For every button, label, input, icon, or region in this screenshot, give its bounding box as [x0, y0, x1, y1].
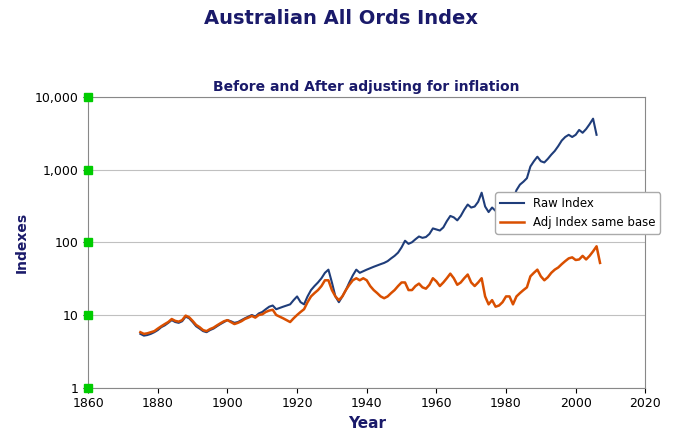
Legend: Raw Index, Adj Index same base: Raw Index, Adj Index same base	[495, 193, 660, 234]
Raw Index	[589, 116, 597, 121]
Adj Index same base	[582, 257, 590, 262]
Raw Index	[505, 192, 514, 198]
Text: Australian All Ords Index: Australian All Ords Index	[204, 9, 479, 28]
Raw Index	[140, 333, 148, 339]
Adj Index same base	[572, 257, 580, 263]
Raw Index	[509, 198, 517, 203]
X-axis label: Year: Year	[348, 416, 386, 431]
Raw Index	[293, 294, 301, 299]
Title: Before and After adjusting for inflation: Before and After adjusting for inflation	[214, 80, 520, 94]
Adj Index same base	[592, 244, 600, 249]
Y-axis label: Indexes: Indexes	[15, 212, 29, 273]
Raw Index	[279, 304, 288, 310]
Adj Index same base	[137, 330, 145, 335]
Line: Adj Index same base: Adj Index same base	[141, 246, 600, 334]
Raw Index	[592, 132, 600, 137]
Adj Index same base	[457, 280, 465, 285]
Line: Raw Index: Raw Index	[141, 119, 596, 336]
Adj Index same base	[443, 276, 451, 281]
Adj Index same base	[140, 331, 148, 337]
Adj Index same base	[171, 318, 180, 323]
Raw Index	[195, 326, 204, 331]
Raw Index	[178, 318, 186, 324]
Adj Index same base	[429, 276, 437, 281]
Raw Index	[137, 331, 145, 337]
Adj Index same base	[596, 260, 604, 265]
